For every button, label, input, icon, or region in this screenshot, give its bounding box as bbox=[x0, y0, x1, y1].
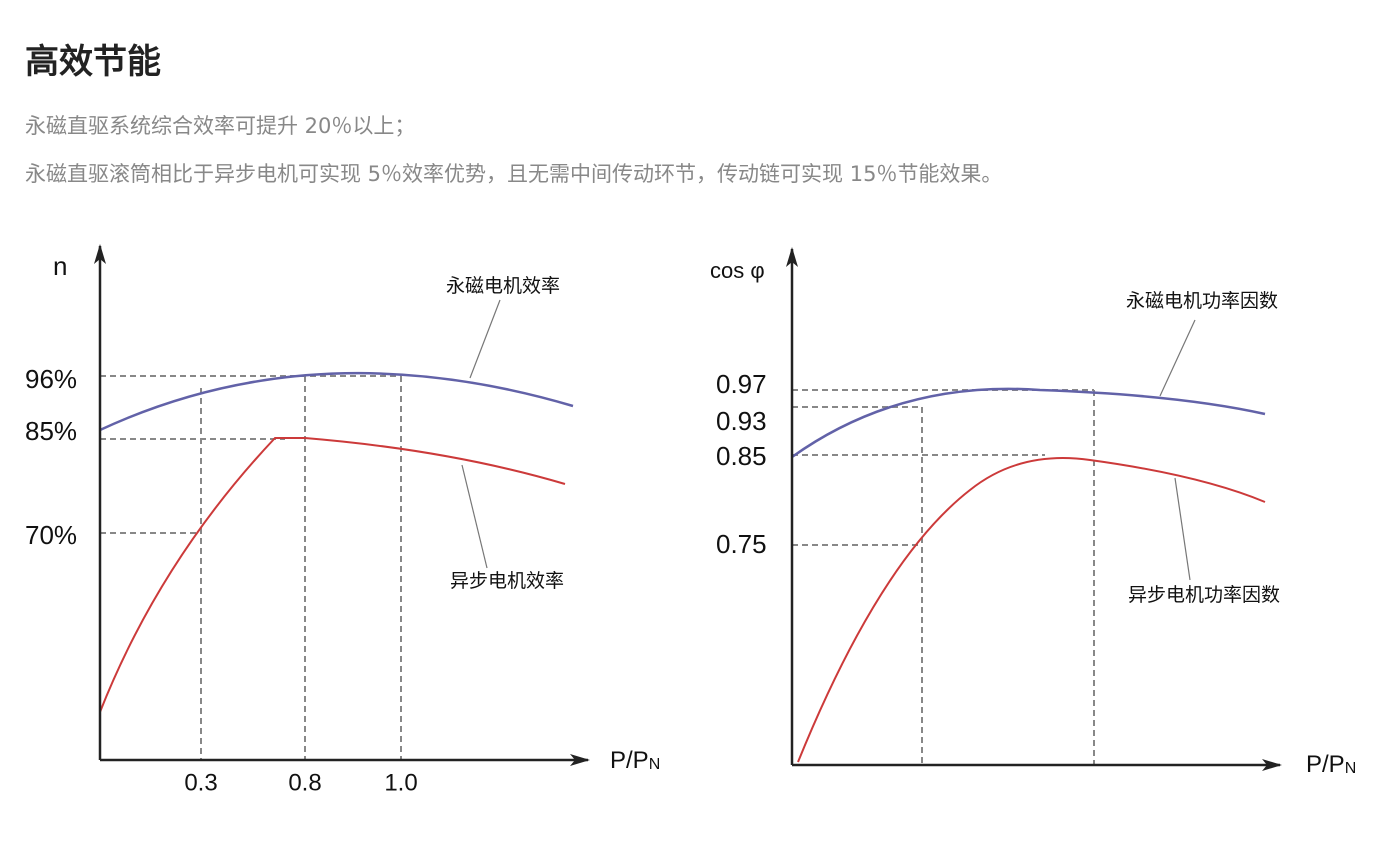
x-label: P/PN bbox=[1306, 751, 1356, 778]
leader bbox=[469, 299, 501, 379]
x-label: P/PN bbox=[610, 747, 660, 774]
y-tick-label: 70% bbox=[25, 520, 77, 550]
y-tick-label: 0.85 bbox=[716, 441, 767, 471]
annotation: 永磁电机功率因数 bbox=[1126, 290, 1278, 312]
pm-curve bbox=[99, 371, 574, 432]
async-curve bbox=[797, 457, 1266, 763]
pm-curve bbox=[791, 387, 1266, 459]
y-tick-label: 0.97 bbox=[716, 369, 767, 399]
guide-lines bbox=[100, 375, 402, 760]
x-tick-label: 0.3 bbox=[184, 769, 217, 796]
y-tick-label: 0.93 bbox=[716, 406, 767, 436]
paragraph: 永磁直驱滚筒相比于异步电机可实现 5％效率优势，且无需中间传动环节，传动链可实现… bbox=[25, 162, 1003, 186]
annotation: 异步电机效率 bbox=[450, 570, 564, 592]
y-tick-label: 85% bbox=[25, 416, 77, 446]
async-curve bbox=[99, 437, 566, 713]
title: 高效节能 bbox=[25, 42, 161, 82]
power-factor-figure: cos φ 0.97 0.93 0.85 0.75 P/PN 永磁电机功率因数 … bbox=[710, 247, 1356, 778]
x-tick-label: 1.0 bbox=[384, 769, 417, 796]
y-label: n bbox=[53, 251, 67, 281]
x-label-sub: N bbox=[1345, 760, 1357, 777]
x-label-sub: N bbox=[649, 756, 661, 773]
efficiency-figure: n 96% 85% 70% 0.3 0.8 1.0 P/PN 永磁电机效率 异步… bbox=[25, 244, 660, 796]
x-label-main: P/P bbox=[610, 747, 649, 774]
paragraph: 永磁直驱系统综合效率可提升 20％以上； bbox=[25, 114, 416, 138]
guide-lines bbox=[792, 389, 1095, 765]
y-tick-label: 96% bbox=[25, 364, 77, 394]
x-label-main: P/P bbox=[1306, 751, 1345, 778]
y-label: cos φ bbox=[710, 258, 765, 283]
leader bbox=[1159, 319, 1196, 397]
annotation: 异步电机功率因数 bbox=[1128, 584, 1280, 606]
leader bbox=[1174, 477, 1191, 581]
y-tick-label: 0.75 bbox=[716, 529, 767, 559]
annotation: 永磁电机效率 bbox=[446, 275, 560, 297]
x-tick-label: 0.8 bbox=[288, 769, 321, 796]
leader bbox=[461, 464, 488, 569]
